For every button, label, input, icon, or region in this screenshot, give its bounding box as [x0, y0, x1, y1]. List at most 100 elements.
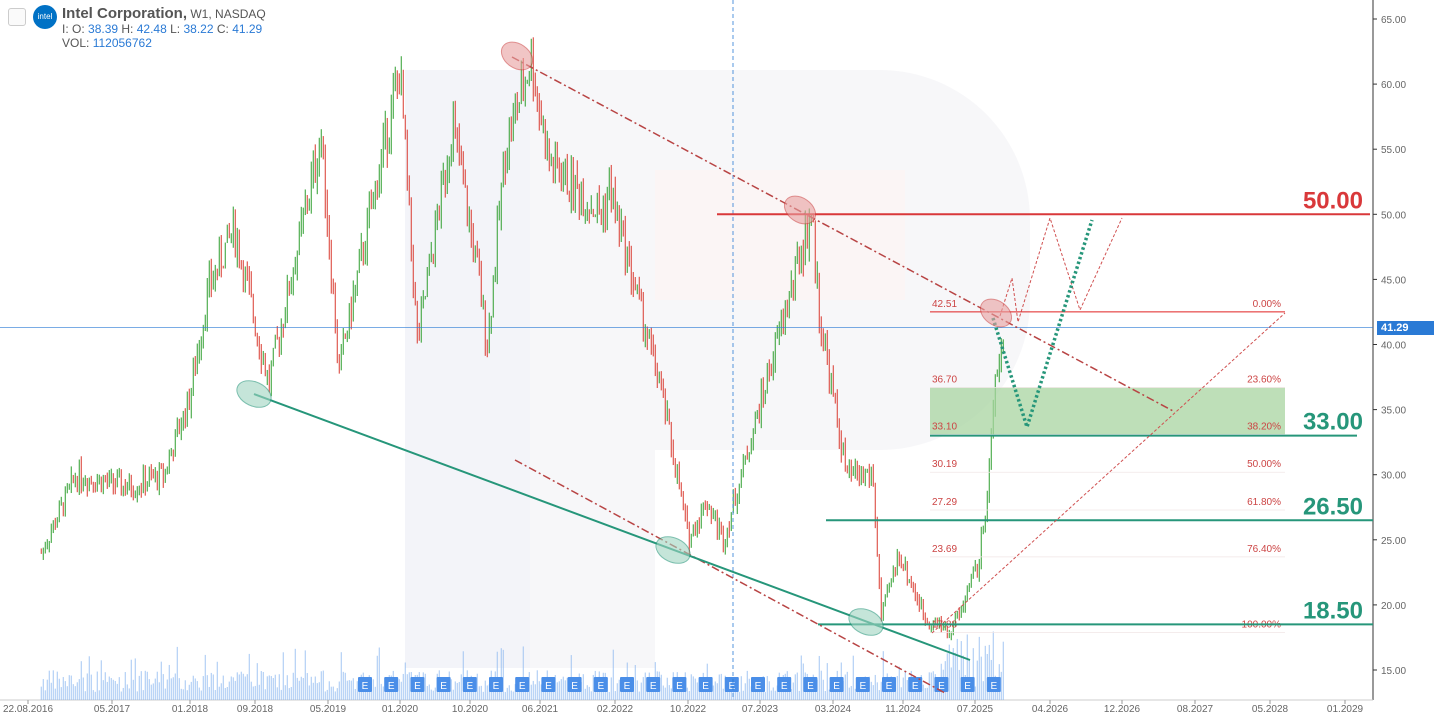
volume-value: 112056762 — [92, 36, 152, 50]
x-tick-label: 05.2017 — [94, 704, 131, 715]
earnings-label: E — [938, 681, 945, 692]
y-tick-label: 15.00 — [1381, 666, 1406, 677]
fib-price-label: 42.51 — [932, 299, 957, 310]
y-tick-label: 65.00 — [1381, 15, 1406, 26]
earnings-marker — [384, 677, 399, 692]
high-marker-ellipse — [979, 298, 1013, 328]
earnings-label: E — [362, 681, 369, 692]
earnings-marker — [515, 677, 530, 692]
x-tick-label: 10.2020 — [452, 704, 489, 715]
fibonacci-zone — [930, 387, 1285, 435]
x-tick-label: 10.2022 — [670, 704, 707, 715]
x-tick-label: 02.2022 — [597, 704, 634, 715]
y-tick-label: 30.00 — [1381, 471, 1406, 482]
earnings-label: E — [676, 681, 683, 692]
earnings-marker — [724, 677, 739, 692]
earnings-label: E — [519, 681, 526, 692]
y-tick-label: 45.00 — [1381, 275, 1406, 286]
earnings-marker — [777, 677, 792, 692]
earnings-label: E — [990, 681, 997, 692]
y-tick-label: 50.00 — [1381, 210, 1406, 221]
earnings-label: E — [755, 681, 762, 692]
earnings-label: E — [912, 681, 919, 692]
close-label: C: — [216, 22, 229, 36]
high-label: H: — [121, 22, 134, 36]
earnings-marker — [934, 677, 949, 692]
y-tick-label: 25.00 — [1381, 536, 1406, 547]
x-tick-label: 01.2018 — [172, 704, 209, 715]
scenario-path-alt — [999, 216, 1123, 323]
watermark-logo — [405, 70, 530, 668]
x-tick-label: 07.2025 — [957, 704, 994, 715]
earnings-marker — [436, 677, 451, 692]
fib-percent-label: 0.00% — [1253, 299, 1281, 310]
x-tick-label: 11.2024 — [885, 704, 921, 715]
high-value: 42.48 — [136, 22, 167, 36]
fib-price-label: 23.69 — [932, 544, 957, 555]
low-label: L: — [170, 22, 181, 36]
earnings-marker — [358, 677, 372, 692]
earnings-marker — [620, 677, 634, 692]
fib-price-label: 33.10 — [932, 421, 957, 432]
earnings-marker — [960, 677, 975, 692]
earnings-marker — [593, 677, 608, 692]
y-tick-label: 55.00 — [1381, 145, 1406, 156]
y-tick-label: 20.00 — [1381, 601, 1406, 612]
symbol-title: Intel Corporation, — [62, 5, 187, 22]
x-tick-label: 12.2026 — [1104, 704, 1141, 715]
earnings-marker — [986, 677, 1001, 692]
earnings-marker — [541, 677, 556, 692]
exchange: NASDAQ — [215, 7, 266, 21]
earnings-marker — [489, 677, 503, 692]
x-tick-label: 01.2020 — [382, 704, 419, 715]
earnings-label: E — [650, 681, 657, 692]
open-label: I: O: — [62, 22, 85, 36]
earnings-marker — [751, 677, 765, 692]
fib-price-label: 30.19 — [932, 459, 957, 470]
y-tick-label: 60.00 — [1381, 80, 1406, 91]
high-marker-ellipse — [500, 41, 534, 71]
y-tick-label: 35.00 — [1381, 406, 1406, 417]
fib-percent-label: 76.40% — [1247, 544, 1281, 555]
earnings-label: E — [781, 681, 788, 692]
earnings-label: E — [597, 681, 604, 692]
x-tick-label: 07.2023 — [742, 704, 779, 715]
downtrend-line-lower — [514, 459, 946, 694]
low-value: 38.22 — [183, 22, 214, 36]
low-marker-ellipse — [655, 536, 691, 564]
fib-price-label: 36.70 — [932, 374, 957, 385]
x-tick-label: 03.2024 — [815, 704, 852, 715]
collapse-button[interactable] — [8, 8, 26, 26]
earnings-marker — [567, 677, 582, 692]
open-value: 38.39 — [88, 22, 119, 36]
high-marker-ellipse — [783, 195, 817, 225]
earnings-label: E — [624, 681, 631, 692]
earnings-label: E — [571, 681, 578, 692]
earnings-marker — [698, 677, 713, 692]
low-marker-ellipse — [236, 380, 272, 408]
earnings-label: E — [388, 681, 395, 692]
earnings-label: E — [440, 681, 447, 692]
fib-percent-label: 50.00% — [1247, 459, 1281, 470]
fib-percent-label: 61.80% — [1247, 497, 1281, 508]
downtrend-line-upper — [511, 56, 1176, 413]
earnings-marker — [410, 677, 425, 692]
x-tick-label: 22.08.2016 — [3, 704, 53, 715]
level-label: 26.50 — [1303, 493, 1363, 520]
earnings-marker — [882, 677, 896, 692]
earnings-marker — [803, 677, 818, 692]
earnings-label: E — [493, 681, 500, 692]
earnings-marker — [646, 677, 661, 692]
uptrend-projection-line — [931, 312, 1286, 634]
last-price-tag: 41.29 — [1377, 321, 1434, 335]
earnings-label: E — [886, 681, 893, 692]
level-label: 33.00 — [1303, 409, 1363, 436]
earnings-label: E — [807, 681, 814, 692]
fib-percent-label: 38.20% — [1247, 421, 1281, 432]
y-tick-label: 40.00 — [1381, 341, 1406, 352]
x-tick-label: 06.2021 — [522, 704, 559, 715]
earnings-marker — [855, 677, 870, 692]
fib-price-label: 27.29 — [932, 497, 957, 508]
level-label: 18.50 — [1303, 597, 1363, 624]
